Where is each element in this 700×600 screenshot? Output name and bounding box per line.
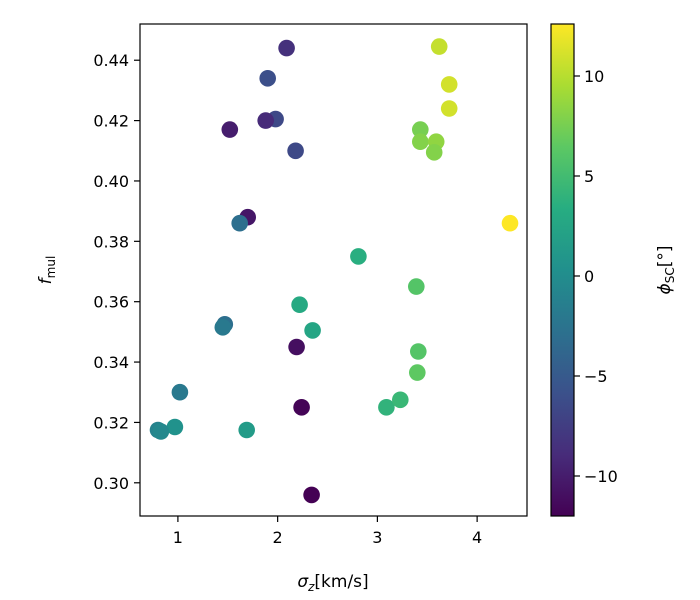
data-point-1	[259, 70, 277, 87]
data-points	[149, 38, 519, 504]
data-point-18	[291, 296, 308, 314]
colorbar-tick-label-2: 0	[584, 267, 594, 286]
data-point-20	[350, 248, 367, 265]
y-tick-label-7: 0.44	[93, 51, 129, 70]
x-axis-label: σz[km/s]	[297, 572, 368, 594]
colorbar-tick-label-4: 10	[584, 67, 604, 86]
x-tick-label-1: 2	[273, 528, 283, 547]
y-tick-label-4: 0.38	[93, 232, 129, 251]
y-tick-label-2: 0.34	[93, 353, 129, 372]
y-tick-label-5: 0.40	[93, 172, 129, 191]
x-tick-label-3: 4	[472, 528, 482, 547]
x-axis-ticks: 1 2 3 4	[173, 516, 482, 547]
y-axis-label: fmul	[36, 256, 58, 285]
data-point-14	[238, 421, 255, 439]
data-point-13	[152, 423, 170, 440]
data-point-10	[171, 383, 189, 401]
data-point-27	[440, 76, 458, 93]
colorbar	[550, 23, 575, 517]
y-axis-ticks: 0.30 0.32 0.34 0.36 0.38 0.40 0.42 0.44	[93, 51, 140, 493]
data-point-32	[425, 144, 443, 161]
y-tick-label-1: 0.32	[93, 413, 129, 432]
data-point-28	[440, 100, 458, 117]
data-point-25	[409, 364, 426, 381]
data-point-17	[303, 486, 320, 504]
x-tick-label-0: 1	[173, 528, 183, 547]
colorbar-tick-label-3: 5	[584, 167, 594, 186]
data-point-7	[231, 214, 248, 232]
plot-frame	[139, 23, 528, 517]
y-tick-label-6: 0.42	[93, 112, 129, 131]
colorbar-tick-label-0: −10	[584, 467, 618, 486]
data-point-0	[278, 39, 295, 57]
data-point-15	[288, 338, 305, 356]
data-point-11	[166, 418, 184, 436]
data-point-9	[214, 319, 232, 336]
data-point-22	[392, 391, 409, 409]
y-tick-label-3: 0.36	[93, 293, 129, 312]
colorbar-tick-label-1: −5	[584, 367, 608, 386]
x-tick-label-2: 3	[372, 528, 382, 547]
colorbar-label: ϕSC[°]	[655, 246, 677, 295]
data-point-16	[293, 399, 310, 416]
data-point-30	[412, 133, 429, 150]
data-point-33	[501, 214, 519, 232]
data-point-24	[410, 343, 427, 360]
data-point-3	[257, 112, 275, 129]
data-point-4	[287, 142, 304, 160]
data-point-5	[221, 121, 239, 138]
data-point-21	[378, 399, 395, 416]
data-point-29	[412, 121, 429, 138]
data-point-23	[408, 278, 425, 295]
colorbar-ticks: −10 −5 0 5 10	[574, 67, 618, 486]
data-point-19	[304, 322, 321, 339]
data-point-26	[430, 38, 448, 55]
y-tick-label-0: 0.30	[93, 474, 129, 493]
